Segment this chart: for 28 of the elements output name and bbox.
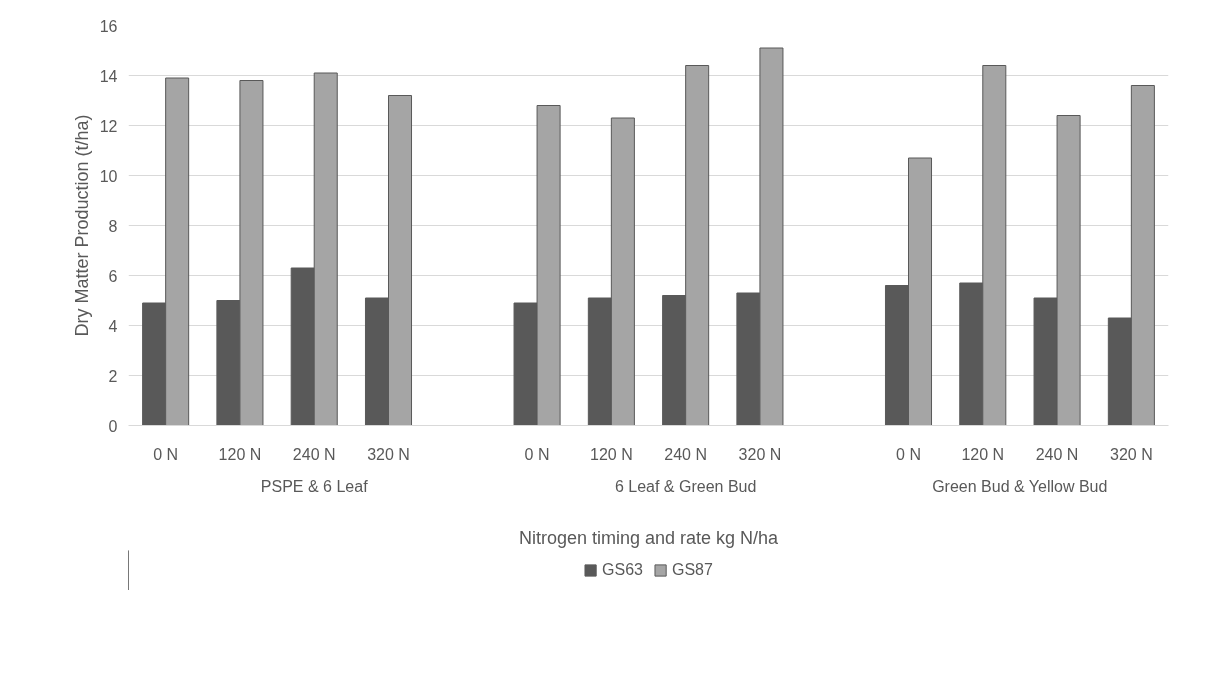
y-tick-label: 12 (99, 117, 118, 135)
x-tick-label: 0 N (524, 445, 550, 463)
x-tick-label: 120 N (961, 445, 1005, 463)
y-tick-label: 16 (99, 17, 118, 35)
x-axis-title: Nitrogen timing and rate kg N/ha (518, 527, 780, 548)
text: Green Bud & Yellow Bud (932, 477, 1108, 495)
x-tick-label: 320 N (1110, 445, 1153, 463)
text: PSPE & 6 Leaf (260, 477, 369, 495)
y-tick-label: 8 (108, 217, 118, 235)
y-tick-label: 0 (108, 417, 118, 435)
x-tick-label: 240 N (1035, 445, 1079, 463)
y-axis-title: Dry Matter Production (t/ha) (71, 114, 92, 337)
y-tick-label: 14 (99, 67, 118, 85)
x-tick-label: 240 N (292, 445, 336, 463)
x-tick-label: 320 N (367, 445, 410, 463)
text: 6 Leaf & Green Bud (614, 477, 757, 495)
x-tick-label: 120 N (218, 445, 262, 463)
x-tick-label: 0 N (153, 445, 179, 463)
x-tick-label: 120 N (590, 445, 633, 463)
legend-label: GS87 (672, 561, 713, 579)
x-tick-label: 0 N (896, 445, 921, 463)
y-tick-label: 6 (108, 267, 118, 285)
legend-label: GS63 (602, 561, 643, 579)
y-tick-label: 10 (99, 167, 118, 185)
x-tick-label: 240 N (664, 445, 707, 463)
y-tick-label: 4 (108, 317, 118, 335)
x-tick-label: 320 N (738, 445, 782, 463)
y-tick-label: 2 (108, 367, 118, 385)
